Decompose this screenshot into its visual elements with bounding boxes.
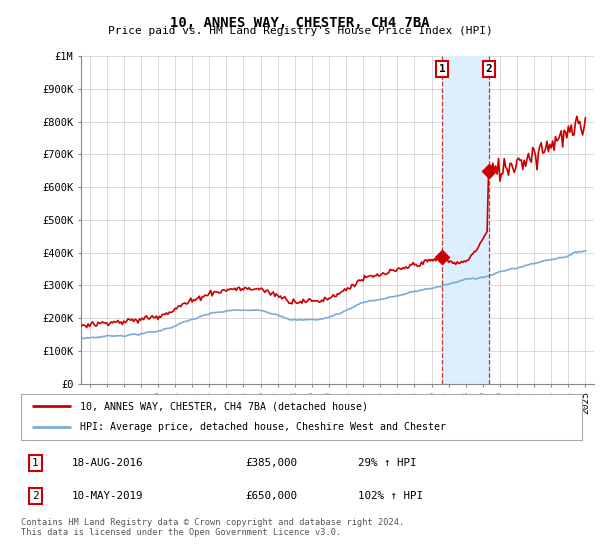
Text: 2: 2	[485, 64, 493, 74]
Bar	[442, 56, 489, 384]
Text: 1: 1	[439, 64, 446, 74]
Text: 18-AUG-2016: 18-AUG-2016	[71, 458, 143, 468]
Text: Contains HM Land Registry data © Crown copyright and database right 2024.
This d: Contains HM Land Registry data © Crown c…	[21, 518, 404, 538]
Text: 2: 2	[32, 491, 38, 501]
Text: Price paid vs. HM Land Registry's House Price Index (HPI): Price paid vs. HM Land Registry's House …	[107, 26, 493, 36]
Text: £650,000: £650,000	[245, 491, 298, 501]
Text: £385,000: £385,000	[245, 458, 298, 468]
Text: 10-MAY-2019: 10-MAY-2019	[71, 491, 143, 501]
Text: 29% ↑ HPI: 29% ↑ HPI	[358, 458, 416, 468]
Text: HPI: Average price, detached house, Cheshire West and Chester: HPI: Average price, detached house, Ches…	[80, 422, 446, 432]
Text: 1: 1	[32, 458, 38, 468]
Text: 102% ↑ HPI: 102% ↑ HPI	[358, 491, 422, 501]
Text: 10, ANNES WAY, CHESTER, CH4 7BA: 10, ANNES WAY, CHESTER, CH4 7BA	[170, 16, 430, 30]
Text: 10, ANNES WAY, CHESTER, CH4 7BA (detached house): 10, ANNES WAY, CHESTER, CH4 7BA (detache…	[80, 401, 368, 411]
